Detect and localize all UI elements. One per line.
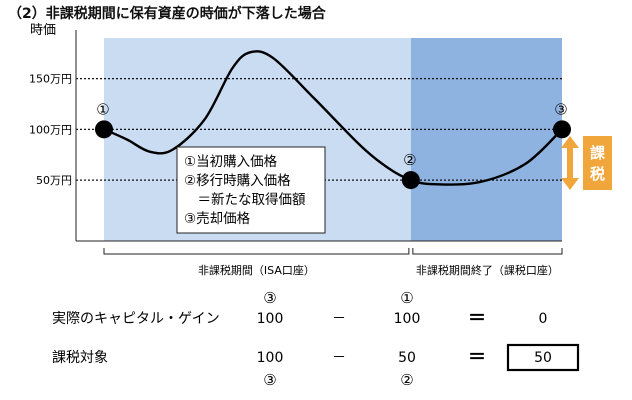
- operator-equals: ＝: [468, 347, 486, 368]
- period-band-taxable: [410, 38, 562, 241]
- period-bracket: [412, 248, 563, 255]
- marker-label-2: ②: [403, 151, 416, 169]
- legend-line: ③売却価格: [184, 211, 251, 227]
- tax-arrow-head-up: [561, 136, 579, 148]
- result-value: 0: [539, 311, 548, 327]
- result-value: 50: [534, 350, 552, 366]
- y-axis-label: 時価: [30, 23, 56, 38]
- value-a: 100: [257, 311, 284, 327]
- y-tick-label: 100万円: [29, 123, 72, 136]
- tax-badge: 課税: [561, 136, 612, 190]
- tax-label-char: 課: [590, 144, 606, 162]
- ref-marker: ①: [400, 289, 413, 307]
- operator-minus: －: [332, 350, 346, 366]
- tax-label-char: 税: [590, 165, 605, 183]
- value-b: 100: [394, 311, 421, 327]
- legend-line: ①当初購入価格: [184, 153, 278, 170]
- operator-equals: ＝: [468, 308, 486, 329]
- marker-point-3: [553, 120, 571, 139]
- tax-arrow-head-down: [561, 178, 579, 190]
- period-label: 非課税期間終了（課税口座）: [416, 263, 559, 277]
- period-label: 非課税期間（ISA口座）: [198, 263, 315, 277]
- row-label: 課税対象: [52, 350, 108, 366]
- legend-box: ①当初購入価格 ②移行時購入価格 ＝新たな取得価額 ③売却価格: [176, 146, 326, 234]
- result-highlight-box: [506, 343, 580, 372]
- marker-label-1: ①: [96, 100, 109, 118]
- y-tick-label: 50万円: [36, 174, 72, 187]
- marker-point-1: [95, 120, 113, 139]
- page-heading: （2）非課税期間に保有資産の時価が下落した場合: [8, 6, 326, 22]
- operator-minus: －: [332, 311, 346, 327]
- y-tick-label: 150万円: [29, 73, 72, 86]
- marker-point-2: [401, 171, 420, 190]
- calculation-table: 実際のキャピタル・ゲイン 100 － 100 ＝ 0 ③ ① 課税対象 100 － 50 ＝ 50 ③ ②: [52, 289, 580, 389]
- tax-label-box: [583, 136, 612, 190]
- legend-frame: [176, 146, 326, 234]
- ref-marker: ②: [400, 371, 413, 389]
- ref-marker: ③: [263, 371, 276, 389]
- legend-line: ＝新たな取得価額: [184, 191, 306, 208]
- legend-line: ②移行時購入価格: [184, 173, 291, 189]
- value-b: 50: [398, 350, 416, 366]
- price-curve: [103, 50, 563, 186]
- marker-label-3: ③: [554, 100, 567, 118]
- value-a: 100: [257, 350, 284, 366]
- period-bracket: [103, 248, 410, 255]
- row-label: 実際のキャピタル・ゲイン: [52, 311, 220, 327]
- ref-marker: ③: [263, 289, 276, 307]
